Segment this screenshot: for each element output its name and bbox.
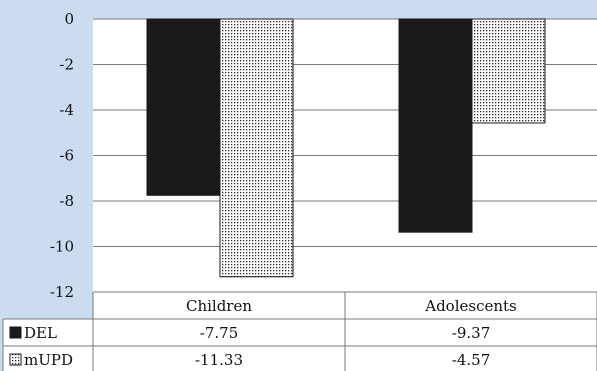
y-tick-label: -12 <box>50 283 74 301</box>
y-tick-label: -4 <box>59 101 74 119</box>
y-tick-label: -2 <box>59 56 74 74</box>
legend-label: DEL <box>24 324 57 342</box>
bar-mupd-children <box>219 18 294 278</box>
bars <box>146 18 546 278</box>
category-label: Adolescents <box>424 297 517 315</box>
y-tick-label: -6 <box>59 147 74 165</box>
table-cell-value: -11.33 <box>195 351 243 369</box>
y-tick-label: 0 <box>64 10 74 28</box>
bar-mupd-adolescents <box>471 18 546 124</box>
table-cell-value: -7.75 <box>200 324 238 342</box>
bar-del-adolescents <box>398 18 473 233</box>
table-cell-value: -4.57 <box>452 351 490 369</box>
table-cell-value: -9.37 <box>452 324 490 342</box>
y-tick-label: -8 <box>59 192 74 210</box>
data-table: Children Adolescents DEL -7.75 -9.37 mUPD -11.… <box>2 291 597 371</box>
bar-del-children <box>146 18 221 196</box>
legend-key-mupd <box>9 353 22 366</box>
y-tick-label: -10 <box>50 238 74 256</box>
category-label: Children <box>186 297 252 315</box>
legend-label: mUPD <box>24 351 73 369</box>
y-axis-tick-labels: 0 -2 -4 -6 -8 -10 -12 <box>50 10 74 301</box>
legend-key-del <box>9 326 22 339</box>
